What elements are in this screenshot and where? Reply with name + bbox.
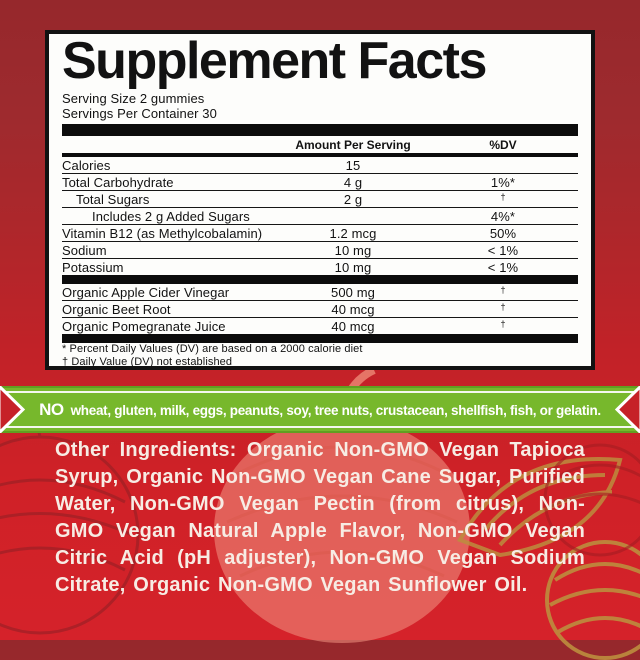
- table-row: Vitamin B12 (as Methylcobalamin) 1.2 mcg…: [62, 224, 578, 241]
- nutrient-amount: 10 mg: [334, 242, 372, 258]
- table-row: Total Sugars 2 g †: [62, 190, 578, 207]
- nutrient-name: Vitamin B12 (as Methylcobalamin): [62, 225, 263, 241]
- nutrient-rows: Calories 15 Total Carbohydrate 4 g 1%* T…: [62, 157, 578, 275]
- nutrient-name: Total Sugars: [76, 191, 150, 207]
- table-row: Organic Beet Root 40 mcg †: [62, 300, 578, 317]
- ribbon-notch-left-icon: [0, 386, 25, 433]
- panel-title: Supplement Facts: [62, 32, 487, 90]
- ingredient-name: Organic Pomegranate Juice: [62, 318, 226, 334]
- servings-per-container: Servings Per Container 30: [62, 106, 217, 122]
- ingredient-amount: 40 mcg: [331, 301, 375, 317]
- table-header: Amount Per Serving %DV: [62, 136, 578, 153]
- allergen-no-prefix: NO: [39, 399, 64, 419]
- serving-size: Serving Size 2 gummies: [62, 91, 205, 107]
- nutrient-dv: 50%: [489, 225, 517, 241]
- table-row: Organic Apple Cider Vinegar 500 mg †: [62, 284, 578, 300]
- nutrient-amount: 4 g: [343, 174, 363, 190]
- section-divider: [62, 153, 578, 158]
- ingredient-dv: †: [500, 302, 506, 313]
- header-amount-per-serving: Amount Per Serving: [295, 137, 411, 152]
- supplement-facts-panel: Supplement Facts Serving Size 2 gummies …: [45, 30, 595, 370]
- allergen-banner: NO wheat, gluten, milk, eggs, peanuts, s…: [0, 386, 640, 433]
- nutrient-amount: 1.2 mcg: [329, 225, 377, 241]
- table-row: Sodium 10 mg < 1%: [62, 241, 578, 258]
- table-row: Calories 15: [62, 157, 578, 173]
- ingredient-dv: †: [500, 319, 506, 330]
- footnote-percent-dv: * Percent Daily Values (DV) are based on…: [62, 343, 363, 356]
- nutrient-name: Includes 2 g Added Sugars: [92, 208, 250, 224]
- ingredient-name: Organic Apple Cider Vinegar: [62, 284, 230, 300]
- ingredient-dv: †: [500, 285, 506, 296]
- ingredient-name: Organic Beet Root: [62, 301, 171, 317]
- ingredient-amount: 500 mg: [331, 284, 375, 300]
- nutrient-name: Potassium: [62, 259, 124, 275]
- other-ingredients: Other Ingredients: Organic Non-GMO Vegan…: [55, 439, 585, 596]
- section-divider: [62, 275, 578, 285]
- nutrient-amount: 2 g: [343, 191, 363, 207]
- nutrient-dv: †: [500, 192, 506, 203]
- ribbon-notch-right-icon: [615, 386, 640, 433]
- nutrient-amount: 10 mg: [334, 259, 372, 275]
- nutrient-dv: 1%*: [490, 174, 516, 190]
- table-row: Potassium 10 mg < 1%: [62, 258, 578, 275]
- nutrient-dv: < 1%: [487, 259, 519, 275]
- nutrient-dv: < 1%: [487, 242, 519, 258]
- section-divider: [62, 334, 578, 344]
- nutrient-name: Calories: [62, 157, 111, 173]
- ingredient-amount: 40 mcg: [331, 318, 375, 334]
- nutrient-name: Total Carbohydrate: [62, 174, 174, 190]
- table-row: Organic Pomegranate Juice 40 mcg †: [62, 317, 578, 334]
- allergen-statement: NO wheat, gluten, milk, eggs, peanuts, s…: [39, 400, 601, 420]
- table-row: Total Carbohydrate 4 g 1%*: [62, 173, 578, 190]
- allergen-list: wheat, gluten, milk, eggs, peanuts, soy,…: [70, 402, 602, 418]
- nutrient-amount: 15: [345, 157, 361, 173]
- header-dv: %DV: [489, 137, 517, 152]
- table-row: Includes 2 g Added Sugars 4%*: [62, 207, 578, 224]
- section-divider: [62, 124, 578, 137]
- nutrient-name: Sodium: [62, 242, 107, 258]
- footnote-dagger: † Daily Value (DV) not established: [62, 356, 233, 369]
- nutrient-dv: 4%*: [490, 208, 516, 224]
- blend-rows: Organic Apple Cider Vinegar 500 mg † Org…: [62, 284, 578, 334]
